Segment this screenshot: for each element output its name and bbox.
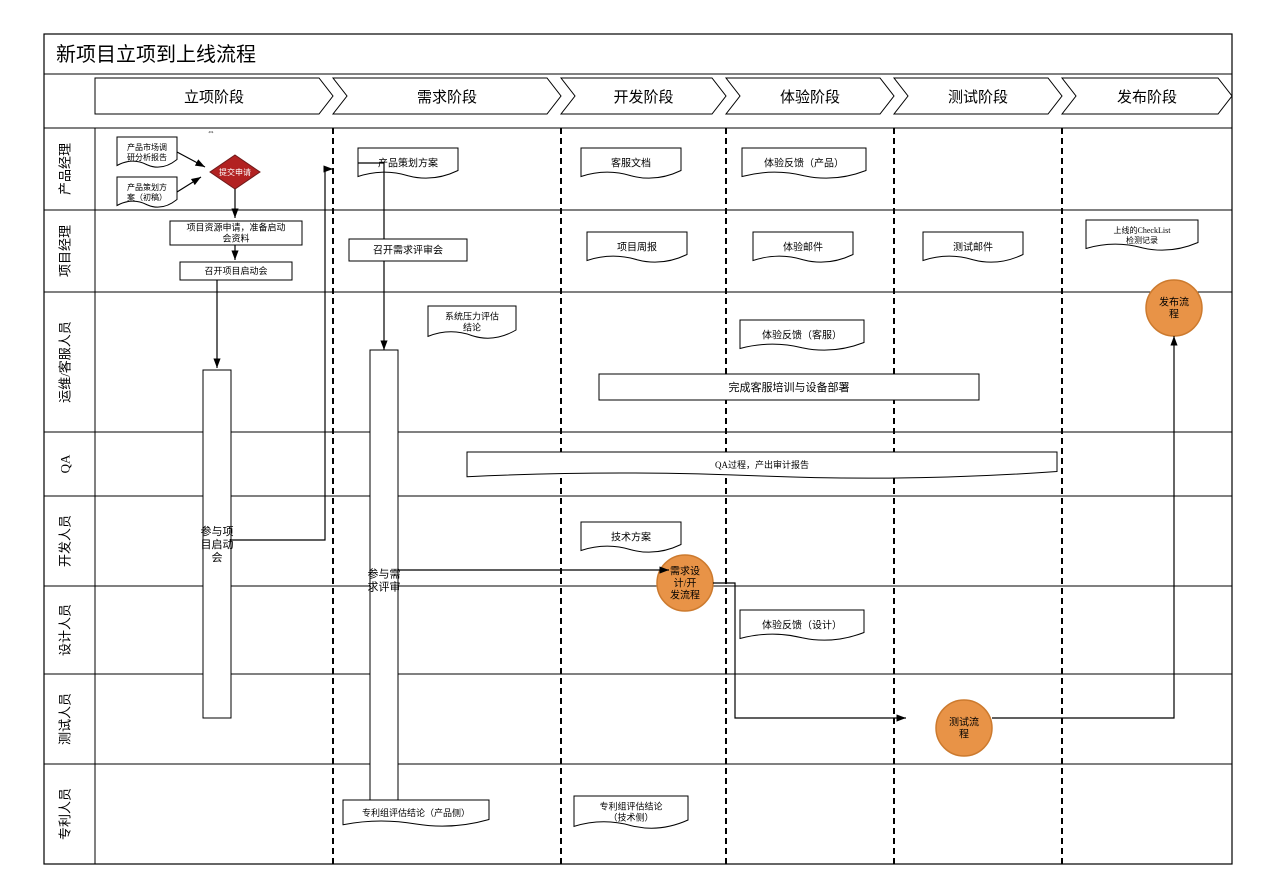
label-circ2: 测试流 (949, 716, 979, 729)
svg-text:测试阶段: 测试阶段 (948, 89, 1008, 106)
svg-text:体验阶段: 体验阶段 (780, 89, 840, 106)
label-n7: 召开需求评审会 (373, 244, 443, 257)
label-n18: 专利组评估结论（产品侧） (362, 807, 470, 818)
svg-text:需求阶段: 需求阶段 (417, 89, 477, 106)
label-n1: 研分析报告 (127, 152, 167, 162)
svg-text:测试人员: 测试人员 (58, 693, 73, 745)
label-circ1: 计/开 (674, 577, 697, 590)
label-circ2: 程 (959, 729, 969, 741)
svg-text:开发阶段: 开发阶段 (613, 89, 673, 106)
label-circ1: 需求设 (670, 566, 700, 578)
label-vbar2: 求评审 (368, 579, 401, 593)
label-n6: 产品策划方案 (378, 157, 438, 170)
edge (177, 152, 205, 167)
label-n13: 体验邮件 (783, 241, 823, 254)
svg-text:开发人员: 开发人员 (58, 515, 73, 567)
label-vbar2: 参与需 (368, 566, 401, 580)
label-n15: 体验反馈（设计） (762, 619, 842, 632)
label-vbar1: 参与项 (201, 524, 234, 538)
label-n2: 案（初稿） (127, 192, 167, 202)
svg-text:发布阶段: 发布阶段 (1117, 89, 1177, 106)
svg-text:专利人员: 专利人员 (58, 788, 73, 840)
label-circ1: 发流程 (670, 589, 700, 602)
label-n4: 项目资源申请，准备启动 (186, 222, 285, 233)
edge (992, 336, 1174, 718)
label-n4: 会资料 (222, 233, 249, 244)
label-n19: （技术侧） (608, 812, 653, 823)
svg-text:⇔: ⇔ (207, 127, 215, 136)
label-n11: 技术方案 (611, 531, 651, 544)
label-n1: 产品市场调 (127, 142, 167, 152)
label-n17: 上线的CheckList (1114, 225, 1172, 235)
label-n19: 专利组评估结论 (599, 801, 662, 812)
edge (713, 583, 906, 718)
label-circ3: 发布流 (1159, 296, 1189, 309)
svg-text:QA: QA (58, 454, 73, 473)
label-vbar1: 目启动 (201, 538, 234, 551)
label-hrect2: QA过程，产出审计报告 (715, 459, 809, 470)
label-vbar1: 会 (212, 551, 223, 564)
svg-text:产品经理: 产品经理 (58, 143, 73, 195)
label-n12: 体验反馈（产品） (764, 157, 844, 170)
label-n14: 体验反馈（客服） (762, 329, 842, 342)
label-n10: 项目周报 (617, 241, 657, 254)
flowchart-svg: 新项目立项到上线流程立项阶段 需求阶段 开发阶段 体验阶段 测试阶段 发布阶段产品经理项目… (0, 0, 1265, 894)
label-n16: 测试邮件 (953, 241, 993, 254)
label-n2: 产品策划方 (127, 182, 167, 192)
label-n8: 结论 (463, 322, 481, 333)
label-n8: 系统压力评估 (445, 311, 499, 322)
svg-text:设计人员: 设计人员 (58, 604, 73, 656)
label-hrect1: 完成客服培训与设备部署 (729, 380, 850, 394)
label-n5: 召开项目启动会 (204, 265, 267, 276)
edge (177, 177, 201, 192)
svg-text:立项阶段: 立项阶段 (184, 89, 244, 106)
svg-text:项目经理: 项目经理 (58, 225, 73, 277)
svg-text:运维/客服人员: 运维/客服人员 (58, 321, 73, 403)
label-n3: 提交申请 (219, 167, 251, 177)
svg-text:新项目立项到上线流程: 新项目立项到上线流程 (56, 43, 256, 66)
label-n9: 客服文档 (611, 157, 651, 170)
label-n17: 检测记录 (1126, 235, 1158, 245)
label-circ3: 程 (1169, 309, 1179, 321)
